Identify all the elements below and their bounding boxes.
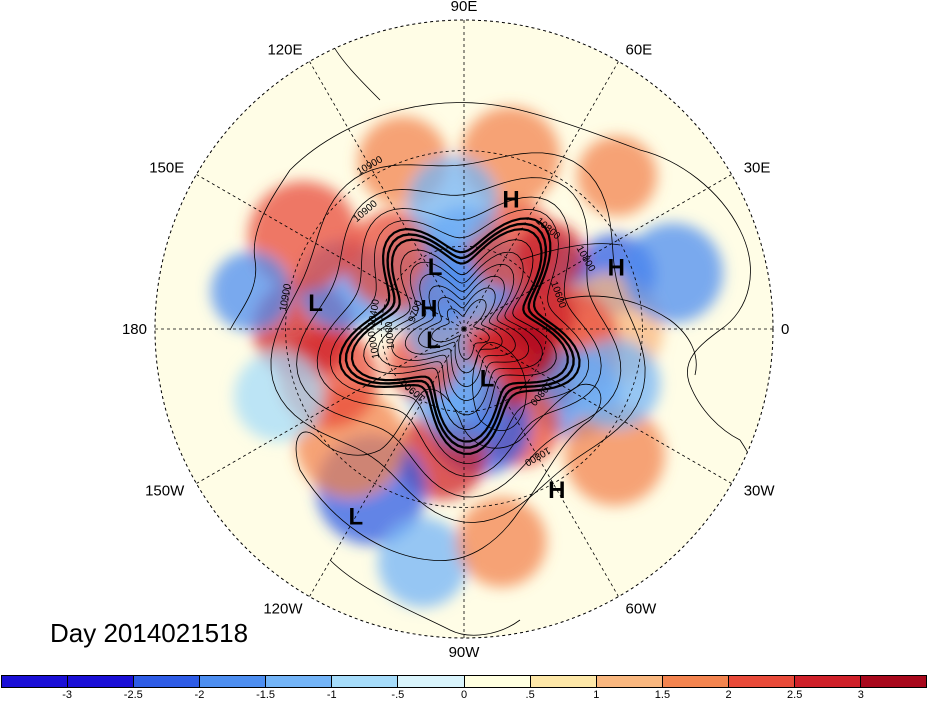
colorbar-tick-label: 2 xyxy=(725,689,732,701)
colorbar: -3 -2.5 -2 -1.5 -1 -.5 0 .5 1 1.5 2 2.5 3 xyxy=(0,675,928,702)
map-title: Day 2014021518 xyxy=(50,618,249,648)
colorbar-swatch xyxy=(68,676,135,687)
colorbar-tick-label: -2.5 xyxy=(123,689,143,701)
colorbar-swatch xyxy=(728,676,795,687)
longitude-label: 30W xyxy=(744,483,776,500)
low-pressure-label: L xyxy=(348,503,363,530)
anomaly-blob xyxy=(622,223,723,324)
longitude-label: 180 xyxy=(122,321,147,338)
low-pressure-label: L xyxy=(480,365,495,392)
latitude-circle xyxy=(380,245,548,413)
anomaly-blob xyxy=(570,339,661,430)
contour-value-label: 10400 xyxy=(366,298,382,328)
latitude-circle xyxy=(285,150,643,508)
anomaly-blob xyxy=(407,156,498,247)
longitude-label: 30E xyxy=(744,160,771,177)
colorbar-swatch xyxy=(2,676,69,687)
high-pressure-label: H xyxy=(548,477,565,504)
anomaly-blob xyxy=(234,351,325,442)
low-pressure-label: L xyxy=(308,290,323,317)
colorbar-swatch xyxy=(464,676,531,687)
colorbar-swatches xyxy=(1,675,927,688)
colorbar-swatch xyxy=(266,676,333,687)
colorbar-tick-label: -3 xyxy=(62,689,73,701)
colorbar-swatch xyxy=(596,676,663,687)
colorbar-swatch xyxy=(530,676,597,687)
longitude-label: 60E xyxy=(626,41,653,58)
colorbar-tick-label: .5 xyxy=(525,689,535,701)
low-pressure-label: L xyxy=(426,327,441,354)
longitude-label: 90W xyxy=(449,644,481,661)
colorbar-swatch xyxy=(861,676,927,687)
longitude-labels: 90E 60E 30E 0 30W 60W 90W 120W 150W 180 150E 120E xyxy=(122,0,789,661)
anomaly-blob xyxy=(456,497,547,588)
colorbar-tick-label: -.5 xyxy=(391,689,405,701)
anomaly-blob xyxy=(576,136,657,217)
colorbar-swatch xyxy=(794,676,862,687)
anomaly-blob xyxy=(377,517,468,608)
colorbar-swatch xyxy=(134,676,201,687)
longitude-label: 60W xyxy=(626,601,658,618)
longitude-label: 0 xyxy=(781,321,789,338)
colorbar-tick-label: -1 xyxy=(326,689,337,701)
colorbar-tick-label: 1 xyxy=(593,689,600,701)
high-pressure-label: H xyxy=(502,187,519,214)
anomaly-blob xyxy=(564,405,665,506)
colorbar-tick-label: 0 xyxy=(460,689,468,701)
colorbar-swatch xyxy=(332,676,399,687)
colorbar-tick-label: -2 xyxy=(194,689,205,701)
contour-value-label: 10000 xyxy=(366,330,382,360)
colorbar-swatch xyxy=(200,676,267,687)
low-pressure-label: L xyxy=(428,254,443,281)
map-boundary xyxy=(154,19,774,639)
colorbar-swatch xyxy=(398,676,465,687)
graticule xyxy=(155,20,773,638)
colorbar-swatch xyxy=(662,676,729,687)
longitude-label: 90E xyxy=(451,0,478,15)
longitude-label: 120W xyxy=(263,601,303,618)
colorbar-tick-label: 1.5 xyxy=(654,689,671,701)
colorbar-tick-label: 2.5 xyxy=(787,689,803,701)
high-pressure-label: H xyxy=(420,296,437,323)
height-contour xyxy=(329,209,590,464)
anomaly-blob xyxy=(413,263,474,324)
longitude-label: 120E xyxy=(267,41,302,58)
colorbar-tick-label: 3 xyxy=(857,689,864,701)
contour-value-label: 10900 xyxy=(278,283,294,313)
contour-value-label: 10080 xyxy=(384,321,397,350)
longitude-label: 150W xyxy=(145,483,185,500)
high-pressure-label: H xyxy=(608,254,625,281)
anomaly-blob xyxy=(210,251,291,332)
longitude-label: 150E xyxy=(149,160,184,177)
colorbar-tick-label: -1.5 xyxy=(256,689,276,701)
